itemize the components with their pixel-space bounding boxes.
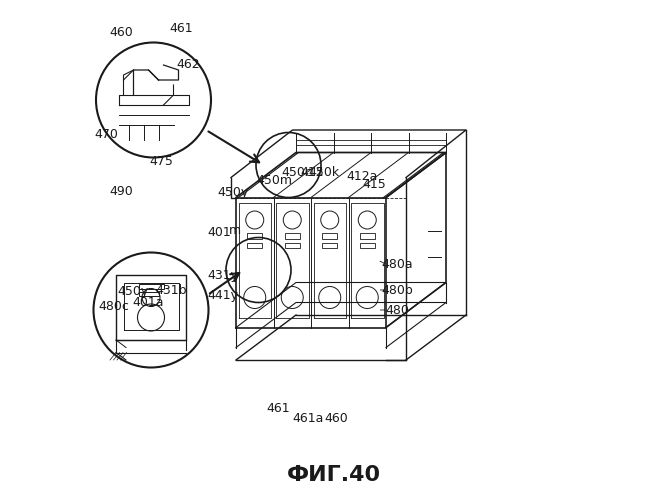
- Bar: [322, 242, 338, 248]
- Circle shape: [96, 42, 211, 158]
- Text: ФИГ.40: ФИГ.40: [286, 465, 381, 485]
- Circle shape: [93, 252, 209, 368]
- Text: 461: 461: [267, 402, 290, 415]
- Text: 450y: 450y: [218, 186, 249, 199]
- Text: 401: 401: [207, 226, 231, 239]
- Text: 450k: 450k: [308, 166, 339, 179]
- Bar: [247, 242, 262, 248]
- Text: 490: 490: [109, 185, 133, 198]
- Text: 431b: 431b: [155, 284, 187, 298]
- Text: 462: 462: [177, 58, 200, 70]
- Text: 401a: 401a: [133, 296, 164, 309]
- Text: 415: 415: [363, 178, 386, 192]
- Text: 470: 470: [94, 128, 118, 141]
- Text: 441y: 441y: [207, 288, 238, 302]
- Text: 460: 460: [109, 26, 133, 39]
- Bar: [285, 242, 299, 248]
- Text: 461a: 461a: [293, 412, 324, 426]
- Text: 461: 461: [169, 22, 193, 36]
- Bar: [139, 284, 163, 289]
- Bar: [360, 242, 375, 248]
- Text: 450m: 450m: [257, 174, 293, 188]
- Bar: [322, 232, 338, 238]
- Text: 475: 475: [149, 155, 173, 168]
- Text: 480a: 480a: [382, 258, 414, 272]
- Text: 412: 412: [301, 166, 324, 179]
- Text: 480c: 480c: [98, 300, 129, 312]
- Text: 480b: 480b: [382, 284, 414, 296]
- Text: 450y: 450y: [118, 284, 149, 298]
- Text: 480: 480: [386, 304, 410, 316]
- Bar: [285, 232, 299, 238]
- Text: 460: 460: [324, 412, 348, 426]
- Text: 431y: 431y: [207, 270, 238, 282]
- Text: 450c: 450c: [281, 166, 312, 179]
- Text: 412a: 412a: [347, 170, 378, 182]
- Bar: [360, 232, 375, 238]
- Text: m: m: [228, 224, 241, 236]
- Bar: [139, 292, 159, 296]
- Bar: [247, 232, 262, 238]
